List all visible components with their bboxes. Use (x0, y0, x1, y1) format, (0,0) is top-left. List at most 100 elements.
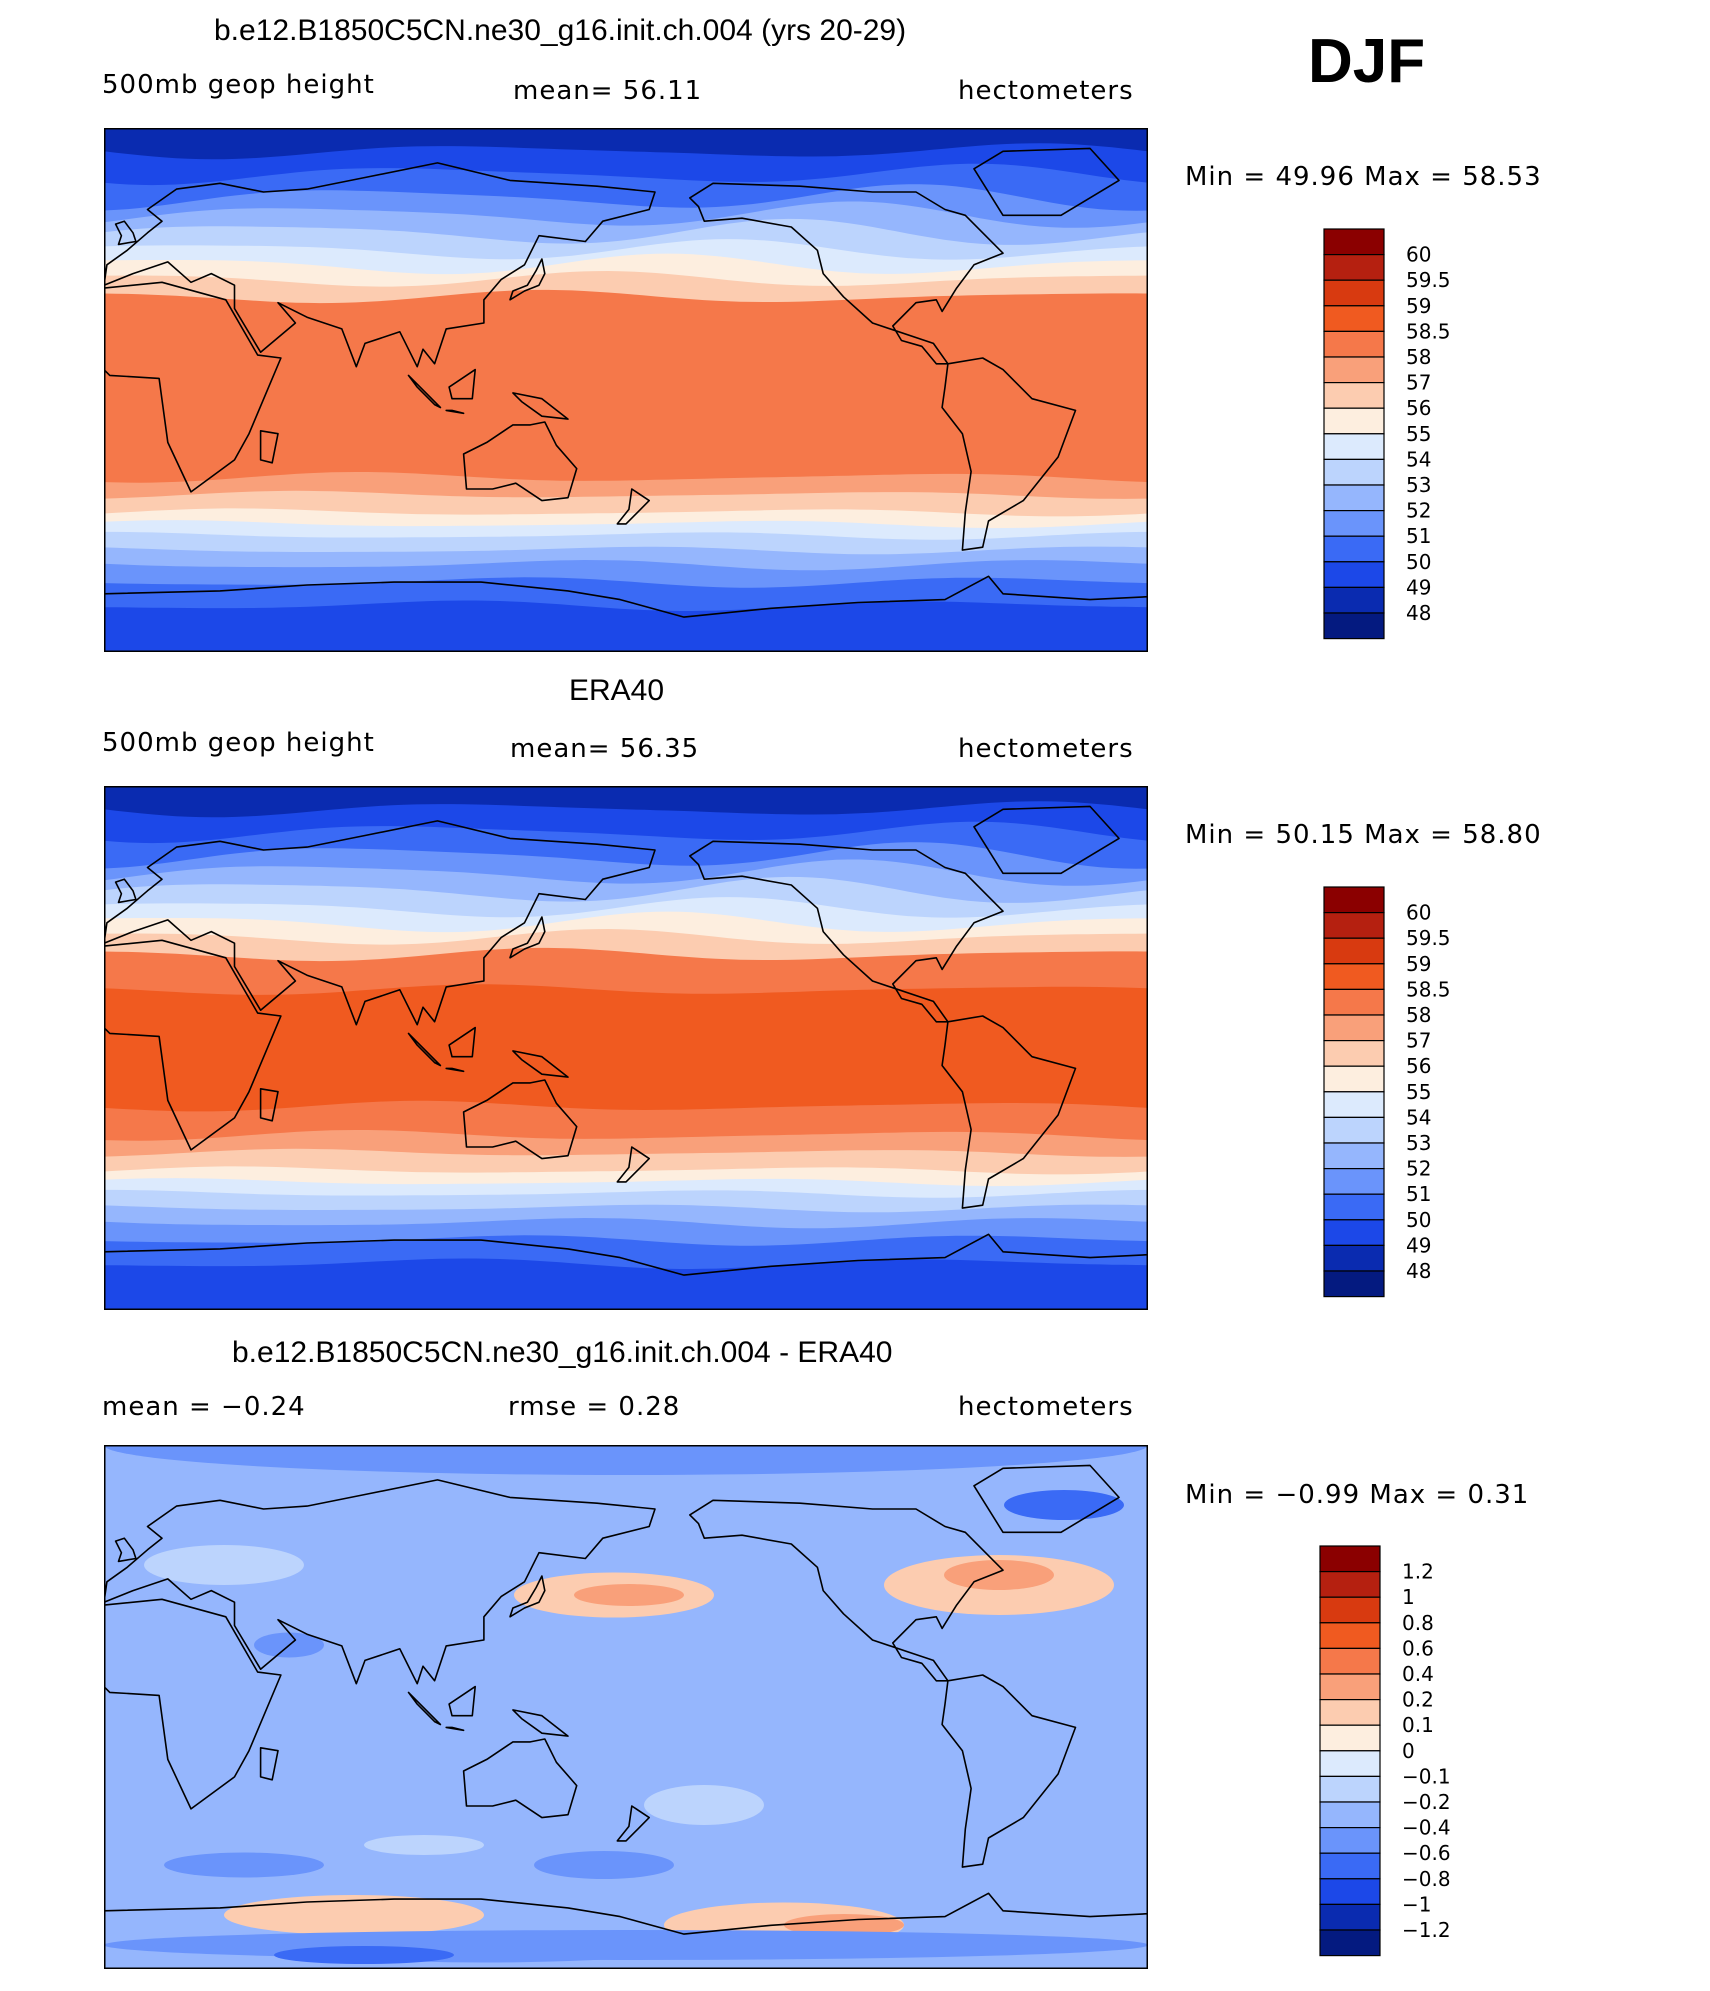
coastline (973, 805, 1120, 875)
colorbar-1-box-6 (1323, 1040, 1385, 1067)
panel-2-left-label: 500mb geop height (102, 728, 375, 758)
colorbar-2-box-9 (1319, 1775, 1381, 1803)
panel-1-title: b.e12.B1850C5CN.ne30_g16.init.ch.004 (yr… (214, 14, 907, 47)
colorbar-1-box-13 (1323, 1219, 1385, 1246)
colorbar-1-box-5 (1323, 1014, 1385, 1042)
colorbar-0-label: 53 (1406, 473, 1431, 497)
colorbar-1-label: 60 (1406, 901, 1431, 925)
panel-1-mean-label: mean= 56.11 (513, 76, 703, 106)
coastline (407, 1691, 442, 1726)
diff-anomaly-blob (104, 1930, 1148, 1960)
panel-2-title: ERA40 (569, 674, 665, 707)
coastline (104, 281, 282, 493)
colorbar-0-box-15 (1323, 612, 1385, 640)
diff-anomaly-blob (224, 1895, 484, 1935)
colorbar-1-label: 52 (1406, 1157, 1431, 1181)
colorbar-1-box-8 (1323, 1091, 1385, 1119)
colorbar-0-label: 55 (1406, 422, 1431, 446)
colorbar-0-label: 56 (1406, 396, 1431, 420)
colorbar-2-label: 0.4 (1402, 1662, 1434, 1686)
colorbar-1-box-7 (1323, 1065, 1385, 1093)
colorbar-2-box-3 (1319, 1622, 1381, 1650)
colorbar-1-label: 51 (1406, 1182, 1431, 1206)
panel-3-colorbar: 1.210.80.60.40.20.10−0.1−0.2−0.4−0.6−0.8… (1319, 1545, 1451, 1957)
colorbar-0-box-11 (1323, 510, 1385, 537)
colorbar-1-label: 56 (1406, 1054, 1431, 1078)
coastline (104, 162, 656, 368)
panel-3-map (104, 1445, 1148, 1969)
colorbar-1-label: 53 (1406, 1131, 1431, 1155)
coastline (114, 1537, 137, 1563)
coastline (448, 368, 476, 400)
colorbar-2-label: 0 (1402, 1739, 1415, 1763)
diff-anomaly-blob (144, 1545, 304, 1585)
coastline (104, 939, 282, 1151)
coastline (509, 258, 546, 301)
colorbar-0-box-7 (1323, 407, 1385, 435)
colorbar-2-box-0 (1319, 1545, 1381, 1573)
panel-3-rmse-label: rmse = 0.28 (508, 1392, 681, 1422)
coastline (462, 1738, 578, 1819)
coastline (104, 1233, 1148, 1310)
coastline (512, 1709, 569, 1737)
colorbar-2-box-6 (1319, 1699, 1381, 1726)
colorbar-1-box-14 (1323, 1244, 1385, 1272)
panel-1-map (104, 128, 1148, 652)
diff-anomaly-blob (944, 1560, 1054, 1590)
colorbar-1-box-12 (1323, 1193, 1385, 1221)
colorbar-2-label: 0.2 (1402, 1688, 1434, 1712)
panel-3-units-label: hectometers (958, 1392, 1134, 1422)
colorbar-1-box-4 (1323, 988, 1385, 1016)
colorbar-2-label: −1 (1402, 1892, 1431, 1916)
colorbar-1-label: 49 (1406, 1233, 1431, 1257)
colorbar-0-label: 54 (1406, 447, 1431, 471)
panel-1-units-label: hectometers (958, 76, 1134, 106)
colorbar-2-label: −0.8 (1402, 1867, 1451, 1891)
colorbar-1-label: 58.5 (1406, 977, 1451, 1001)
diff-anomaly-blob (104, 1445, 1148, 1475)
colorbar-2-box-10 (1319, 1801, 1381, 1829)
coastline (941, 357, 1077, 551)
colorbar-0-box-3 (1323, 305, 1385, 333)
colorbar-0-box-8 (1323, 433, 1385, 461)
colorbar-1-box-2 (1323, 937, 1385, 965)
colorbar-1-box-3 (1323, 963, 1385, 991)
colorbar-2-label: −0.6 (1402, 1841, 1451, 1865)
colorbar-0-label: 58 (1406, 345, 1431, 369)
colorbar-1-box-9 (1323, 1116, 1385, 1144)
coastline (689, 1499, 1004, 1682)
colorbar-2-box-2 (1319, 1596, 1381, 1624)
panel-1-left-label: 500mb geop height (102, 70, 375, 100)
coastline (104, 1598, 282, 1810)
coastline (973, 1464, 1120, 1534)
coastline (689, 182, 1004, 365)
colorbar-2-box-14 (1319, 1903, 1381, 1931)
coastline (512, 392, 569, 420)
colorbar-2-label: 0.1 (1402, 1713, 1434, 1737)
colorbar-1-label: 58 (1406, 1003, 1431, 1027)
colorbar-1-box-11 (1323, 1168, 1385, 1195)
coastline (462, 421, 578, 502)
coastline (259, 430, 279, 464)
colorbar-1-label: 59 (1406, 952, 1431, 976)
colorbar-0-label: 50 (1406, 550, 1431, 574)
panel-2-map (104, 786, 1148, 1310)
coastline (941, 1674, 1077, 1868)
diff-anomaly-blob (164, 1852, 324, 1878)
panel-3-mean-label: mean = −0.24 (102, 1392, 306, 1422)
colorbar-0-box-13 (1323, 561, 1385, 588)
season-label: DJF (1308, 27, 1426, 96)
coastline (104, 820, 656, 1026)
coastline (259, 1747, 279, 1781)
diff-anomaly-blob (364, 1835, 484, 1855)
diff-anomaly-blob (574, 1584, 684, 1606)
colorbar-2-label: 1.2 (1402, 1560, 1434, 1584)
colorbar-1-label: 57 (1406, 1029, 1431, 1053)
coastline (941, 1015, 1077, 1209)
colorbar-0-label: 60 (1406, 243, 1431, 267)
colorbar-1-box-1 (1323, 912, 1385, 939)
coastline (448, 1685, 476, 1717)
colorbar-2-label: −1.2 (1402, 1918, 1451, 1942)
coastline (259, 1088, 279, 1122)
diff-anomaly-blob (534, 1851, 674, 1879)
